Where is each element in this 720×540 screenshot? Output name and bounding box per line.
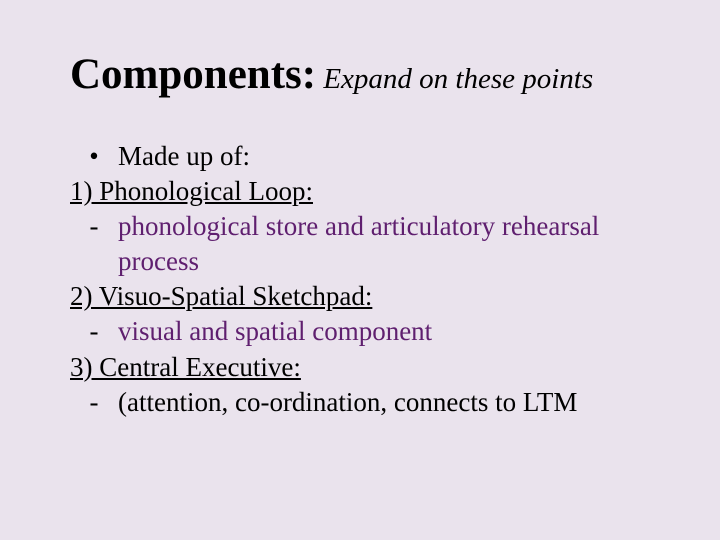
detail-2-text: visual and spatial component bbox=[118, 314, 650, 349]
detail-3-text: (attention, co-ordination, connects to L… bbox=[118, 385, 650, 420]
title-line: Components: Expand on these points bbox=[70, 50, 650, 99]
dash-icon: - bbox=[70, 314, 118, 349]
detail-1-text: phonological store and articulatory rehe… bbox=[118, 209, 650, 279]
slide: Components: Expand on these points • Mad… bbox=[0, 0, 720, 540]
intro-line: • Made up of: bbox=[70, 139, 650, 174]
title-main: Components: bbox=[70, 51, 316, 98]
detail-2: - visual and spatial component bbox=[70, 314, 650, 349]
heading-3: 3) Central Executive: bbox=[70, 350, 650, 385]
dash-icon: - bbox=[70, 385, 118, 420]
heading-2: 2) Visuo-Spatial Sketchpad: bbox=[70, 279, 650, 314]
bullet-dot-icon: • bbox=[70, 139, 118, 174]
title-sub: Expand on these points bbox=[316, 63, 593, 95]
detail-3: - (attention, co-ordination, connects to… bbox=[70, 385, 650, 420]
dash-icon: - bbox=[70, 209, 118, 279]
detail-1: - phonological store and articulatory re… bbox=[70, 209, 650, 279]
intro-text: Made up of: bbox=[118, 139, 650, 174]
heading-1: 1) Phonological Loop: bbox=[70, 174, 650, 209]
